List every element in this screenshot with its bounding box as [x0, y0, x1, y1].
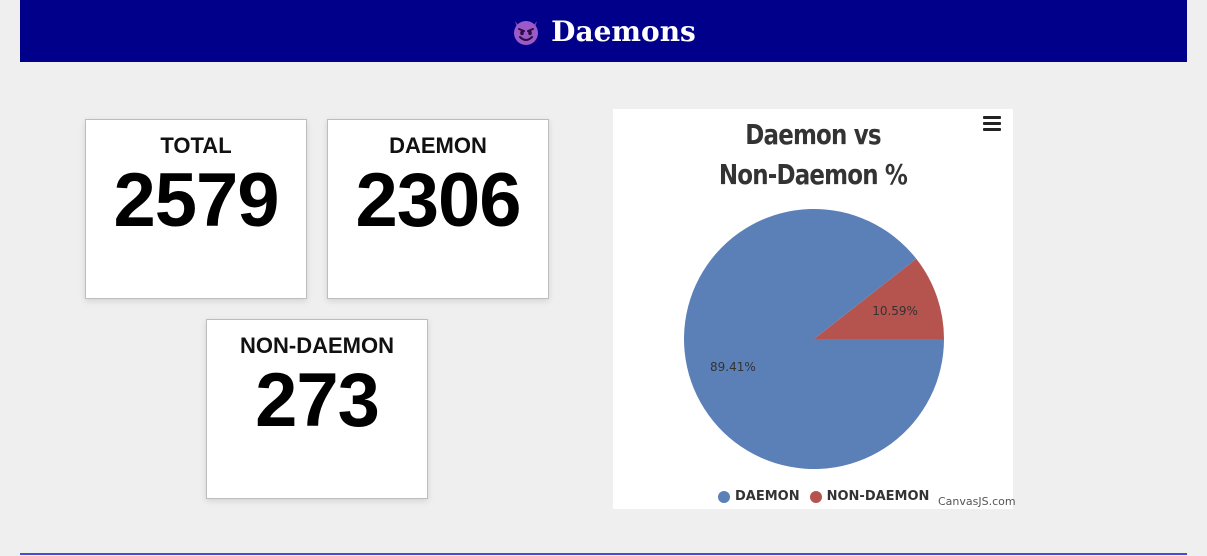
pie-label-non-daemon: 10.59%: [872, 304, 918, 318]
total-value: 2579: [113, 158, 279, 243]
pie-chart: 10.59% 89.41%: [684, 208, 944, 469]
non-daemon-label: NON-DAEMON: [240, 333, 394, 358]
chart-title-line-1: Daemon vs: [745, 118, 881, 151]
legend-label-non-daemon: NON-DAEMON: [826, 489, 930, 504]
pie-slice-non-daemon[interactable]: [814, 258, 944, 339]
footer-divider: [20, 553, 1187, 555]
legend-swatch-daemon: [718, 490, 730, 503]
pie-label-daemon: 89.41%: [710, 360, 756, 374]
legend-item-daemon[interactable]: DAEMON: [718, 489, 800, 504]
chart-legend: DAEMON NON-DAEMON: [718, 489, 939, 504]
total-card: TOTAL 2579: [85, 119, 307, 299]
pie-chart-panel: Daemon vs Non-Daemon % 10.59% 89.41% DAEM…: [613, 109, 1016, 509]
non-daemon-card: NON-DAEMON 273: [206, 319, 428, 499]
daemon-label: DAEMON: [389, 133, 487, 158]
chart-menu-icon[interactable]: [983, 116, 1001, 132]
page-title: Daemons: [551, 14, 696, 48]
page-header: Daemons: [20, 0, 1187, 62]
legend-label-daemon: DAEMON: [735, 489, 800, 504]
chart-credit-link[interactable]: CanvasJS.com: [938, 495, 1016, 508]
legend-swatch-non-daemon: [809, 490, 822, 503]
smiling-devil-icon: [514, 21, 539, 45]
daemon-value: 2306: [355, 158, 521, 243]
legend-item-non-daemon[interactable]: NON-DAEMON: [809, 489, 930, 504]
total-label: TOTAL: [160, 133, 232, 158]
chart-title-line-2: Non-Daemon %: [718, 158, 908, 191]
pie-slice-daemon[interactable]: [684, 208, 944, 469]
non-daemon-value: 273: [255, 358, 380, 443]
chart-title: Daemon vs Non-Daemon %: [649, 115, 977, 195]
daemon-card: DAEMON 2306: [327, 119, 549, 299]
